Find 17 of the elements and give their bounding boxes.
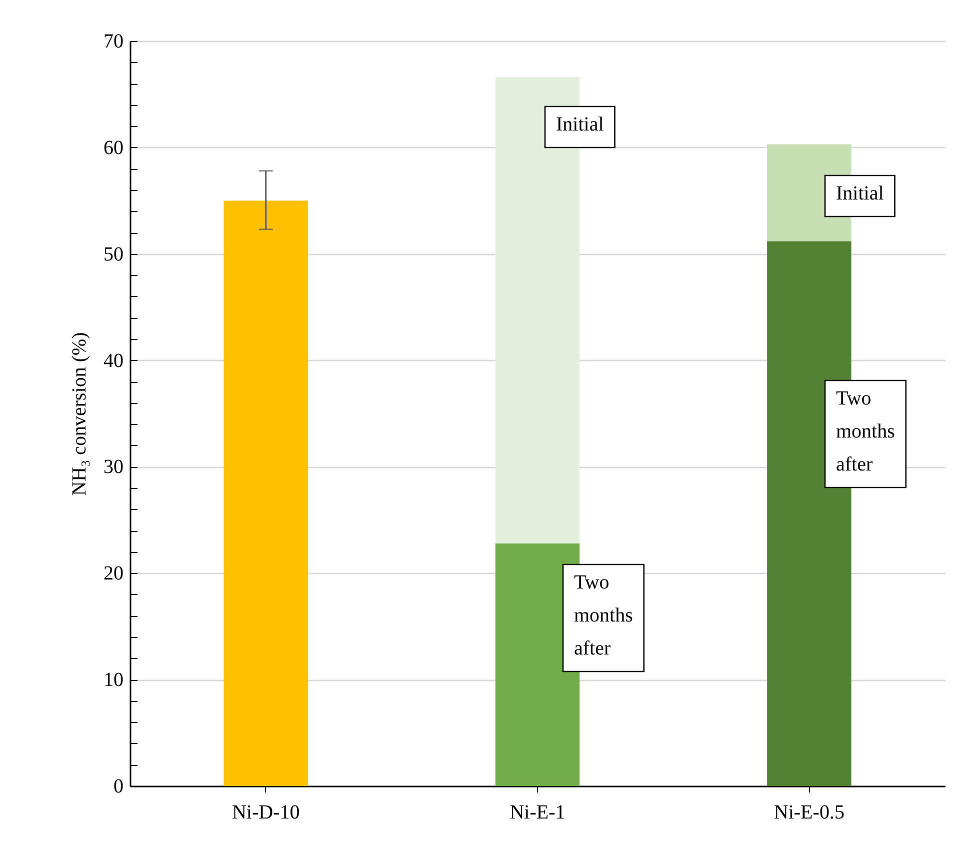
- annotation: Two months after: [836, 388, 896, 476]
- y-tick-label: 50: [104, 243, 124, 266]
- y-tick-label: 40: [104, 350, 124, 372]
- y-tick-label: 10: [104, 669, 124, 692]
- y-tick-label: 20: [104, 562, 124, 585]
- annotation: Initial: [836, 182, 884, 204]
- y-tick-label: 70: [104, 30, 124, 52]
- annotation: Two months after: [574, 572, 634, 660]
- x-tick-label: Ni-D-10: [232, 802, 300, 824]
- y-tick-label: 30: [104, 456, 124, 478]
- bar: [224, 200, 308, 786]
- y-tick-label: 60: [104, 136, 124, 159]
- y-tick-label: 0: [114, 776, 124, 798]
- x-tick-label: Ni-E-1: [510, 802, 566, 824]
- annotation: Initial: [556, 114, 604, 136]
- x-tick-label: Ni-E-0.5: [774, 802, 844, 824]
- y-axis-title: NH₃ conversion (%): [68, 332, 90, 496]
